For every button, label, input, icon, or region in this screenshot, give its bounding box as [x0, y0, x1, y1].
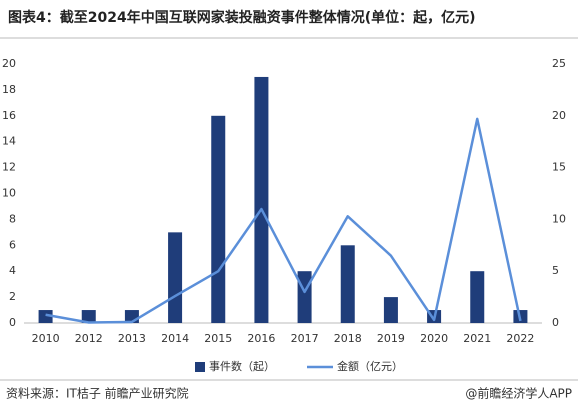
y-tick-label: 12 — [2, 161, 16, 174]
y2-tick-label: 15 — [552, 161, 566, 174]
source: 资料来源：IT桔子 前瞻产业研究院 — [6, 386, 189, 401]
x-tick-label: 2016 — [247, 332, 275, 345]
y2-tick-label: 20 — [552, 109, 566, 122]
x-tick-label: 2015 — [204, 332, 232, 345]
y-tick-label: 8 — [9, 212, 16, 225]
x-tick-label: 2019 — [377, 332, 405, 345]
bar — [254, 76, 269, 323]
chart-title: 图表4：截至2024年中国互联网家装投融资事件整体情况(单位：起，亿元) — [8, 9, 476, 26]
line — [45, 117, 522, 324]
y-tick-label: 10 — [2, 187, 16, 200]
y-tick-label: 6 — [9, 238, 16, 251]
bar — [470, 271, 485, 323]
x-tick-label: 2021 — [463, 332, 491, 345]
bar — [340, 245, 355, 323]
x-tick-label: 2014 — [161, 332, 189, 345]
y-tick-label: 16 — [2, 109, 16, 122]
legend-label: 事件数（起） — [209, 360, 275, 373]
legend-swatch — [195, 362, 205, 372]
y-tick-label: 20 — [2, 57, 16, 70]
bar — [211, 115, 226, 323]
y2-tick-label: 10 — [552, 212, 566, 225]
y-tick-label: 14 — [2, 135, 16, 148]
y-tick-label: 0 — [9, 316, 16, 329]
x-tick-label: 2010 — [32, 332, 60, 345]
bar — [383, 297, 398, 323]
y-tick-label: 4 — [9, 264, 16, 277]
x-tick-label: 2022 — [506, 332, 534, 345]
x-tick-label: 2020 — [420, 332, 448, 345]
y2-tick-label: 25 — [552, 57, 566, 70]
bar — [297, 271, 312, 323]
y2-tick-label: 5 — [552, 264, 559, 277]
x-tick-label: 2012 — [75, 332, 103, 345]
x-tick-label: 2017 — [291, 332, 319, 345]
y-tick-label: 2 — [9, 290, 16, 303]
y2-tick-label: 0 — [552, 316, 559, 329]
x-tick-label: 2013 — [118, 332, 146, 345]
x-tick-label: 2018 — [334, 332, 362, 345]
legend-label: 金额（亿元） — [337, 359, 403, 373]
brand: @前瞻经济学人APP — [465, 386, 572, 401]
bar — [168, 232, 183, 323]
bar — [81, 310, 96, 323]
bar — [38, 310, 53, 323]
y-tick-label: 18 — [2, 83, 16, 96]
